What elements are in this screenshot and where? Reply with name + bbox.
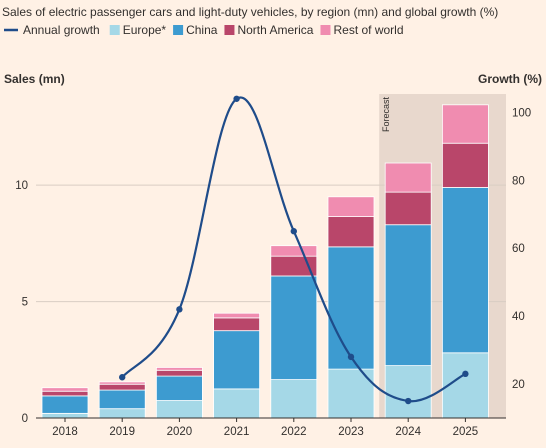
x-tick-2025: 2025 bbox=[453, 426, 479, 438]
bar-north-america-2019 bbox=[98, 383, 146, 391]
x-tick-2024: 2024 bbox=[395, 426, 421, 438]
axes: 0 5 10 20 40 60 80 100 2018 2019 2020 2021 2022 2023 2… bbox=[15, 107, 531, 438]
bar-china-2023 bbox=[327, 246, 375, 370]
bar-china-2020 bbox=[155, 375, 203, 401]
bar-china-2018 bbox=[41, 395, 89, 414]
y-tick-0: 0 bbox=[22, 413, 28, 425]
bar-europe-2024 bbox=[384, 365, 432, 419]
bar-china-2024 bbox=[384, 224, 432, 367]
legend-label-annual-growth: Annual growth bbox=[23, 23, 100, 37]
bar-europe-2019 bbox=[98, 408, 146, 419]
bar-north-america-2021 bbox=[213, 317, 261, 332]
y2-tick-60: 60 bbox=[512, 243, 525, 255]
x-tick-2019: 2019 bbox=[109, 426, 135, 438]
bar-china-2021 bbox=[213, 330, 261, 390]
bar-rest-of-world-2024 bbox=[384, 162, 432, 193]
bar-rest-of-world-2019 bbox=[98, 381, 146, 385]
growth-point-2024 bbox=[405, 397, 412, 405]
bar-rest-of-world-2025 bbox=[441, 104, 489, 144]
bar-europe-2021 bbox=[213, 388, 261, 419]
bar-north-america-2023 bbox=[327, 216, 375, 248]
legend-label-europe: Europe* bbox=[123, 23, 167, 37]
legend-label-china: China bbox=[186, 23, 218, 37]
growth-point-2023 bbox=[347, 353, 355, 361]
y2-tick-40: 40 bbox=[512, 311, 525, 323]
bar-rest-of-world-2021 bbox=[213, 312, 261, 319]
bar-europe-2018 bbox=[41, 412, 89, 419]
x-tick-2020: 2020 bbox=[167, 426, 193, 438]
x-tick-2021: 2021 bbox=[224, 426, 250, 438]
x-tick-2023: 2023 bbox=[338, 426, 364, 438]
bar-europe-2020 bbox=[155, 400, 203, 419]
bar-china-2022 bbox=[270, 275, 318, 380]
growth-point-2025 bbox=[462, 370, 469, 378]
legend: Annual growth Europe* China North America Re… bbox=[4, 23, 404, 37]
x-tick-2018: 2018 bbox=[52, 426, 78, 438]
legend-label-rest-of-world: Rest of world bbox=[333, 23, 403, 37]
bar-north-america-2020 bbox=[155, 369, 203, 377]
legend-label-north-america: North America bbox=[237, 23, 313, 37]
bar-rest-of-world-2018 bbox=[41, 387, 89, 392]
bar-north-america-2025 bbox=[441, 142, 489, 188]
forecast-label: Forecast bbox=[381, 96, 391, 132]
growth-point-2020 bbox=[176, 306, 183, 313]
bar-china-2025 bbox=[441, 187, 489, 354]
bar-north-america-2024 bbox=[384, 191, 432, 226]
x-tick-2022: 2022 bbox=[281, 426, 307, 438]
bar-rest-of-world-2023 bbox=[327, 196, 375, 217]
y-tick-5: 5 bbox=[22, 297, 28, 309]
growth-point-2021 bbox=[233, 95, 240, 102]
y-axis-title: Sales (mn) bbox=[4, 72, 65, 86]
chart-title: Sales of electric passenger cars and lig… bbox=[2, 5, 498, 19]
growth-line bbox=[119, 95, 469, 405]
legend-swatch-north-america bbox=[224, 25, 235, 35]
bar-rest-of-world-2020 bbox=[155, 367, 203, 371]
bar-europe-2022 bbox=[270, 379, 318, 419]
growth-line-path bbox=[121, 96, 466, 403]
y2-axis-title: Growth (%) bbox=[478, 72, 542, 86]
bar-china-2019 bbox=[98, 389, 146, 410]
growth-point-2019 bbox=[119, 374, 126, 381]
growth-point-2022 bbox=[290, 228, 297, 235]
y2-tick-100: 100 bbox=[512, 107, 531, 119]
y2-tick-20: 20 bbox=[512, 379, 525, 391]
bar-rest-of-world-2022 bbox=[270, 245, 318, 257]
legend-swatch-rest-of-world bbox=[320, 25, 331, 35]
legend-swatch-china bbox=[173, 25, 184, 35]
bars bbox=[41, 104, 489, 419]
bar-north-america-2022 bbox=[270, 255, 318, 277]
legend-swatch-europe bbox=[109, 25, 120, 35]
bar-north-america-2018 bbox=[41, 390, 89, 397]
y2-tick-80: 80 bbox=[512, 175, 525, 187]
y-tick-10: 10 bbox=[15, 180, 28, 192]
